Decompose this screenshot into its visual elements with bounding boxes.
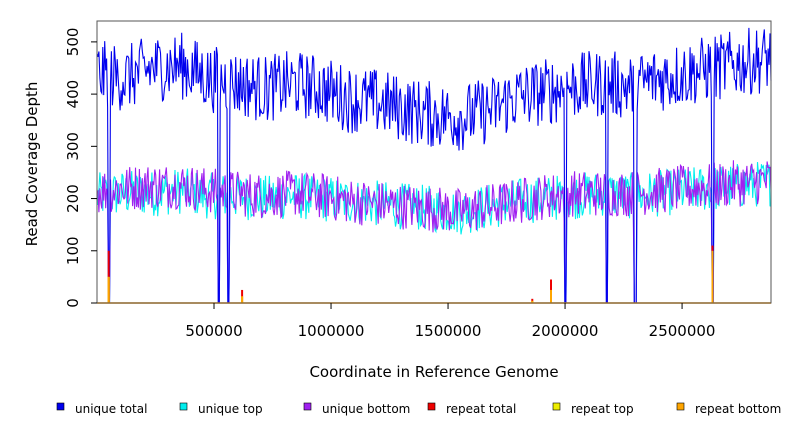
y-tick-label: 100: [64, 236, 82, 265]
plot-frame: [96, 20, 772, 304]
legend-label-repeat-top: repeat top: [571, 402, 634, 416]
legend-label-repeat-bottom: repeat bottom: [695, 402, 781, 416]
y-tick-label: 400: [64, 80, 82, 109]
series-line-unique-total: [96, 27, 772, 304]
legend: unique total unique top unique bottom repea…: [56, 402, 781, 416]
y-tick-label: 200: [64, 184, 82, 213]
series-line-unique-top: [96, 162, 772, 304]
x-tick-label: 1000000: [298, 322, 365, 340]
legend-label-unique-bottom: unique bottom: [322, 402, 410, 416]
x-axis: 500000 1000000 1500000 2000000 2500000: [185, 303, 715, 340]
y-axis-title: Read Coverage Depth: [23, 82, 41, 247]
series-line-unique-bottom: [96, 160, 772, 304]
legend-label-repeat-total: repeat total: [446, 402, 516, 416]
x-tick-label: 2000000: [532, 322, 599, 340]
series-layer: [96, 27, 772, 304]
y-tick-label: 300: [64, 132, 82, 161]
legend-swatch-unique-total: [56, 402, 65, 411]
legend-swatch-repeat-top: [552, 402, 561, 411]
x-tick-label: 1500000: [415, 322, 482, 340]
legend-swatch-repeat-total: [427, 402, 436, 411]
legend-label-unique-total: unique total: [75, 402, 147, 416]
legend-swatch-unique-bottom: [303, 402, 312, 411]
x-axis-title: Coordinate in Reference Genome: [309, 363, 558, 381]
y-axis: 0 100 200 300 400 500: [64, 28, 97, 308]
y-tick-label: 500: [64, 28, 82, 57]
legend-label-unique-top: unique top: [198, 402, 263, 416]
x-tick-label: 500000: [185, 322, 242, 340]
legend-swatch-repeat-bottom: [676, 402, 685, 411]
legend-swatch-unique-top: [179, 402, 188, 411]
x-tick-label: 2500000: [649, 322, 716, 340]
y-tick-label: 0: [64, 298, 82, 308]
